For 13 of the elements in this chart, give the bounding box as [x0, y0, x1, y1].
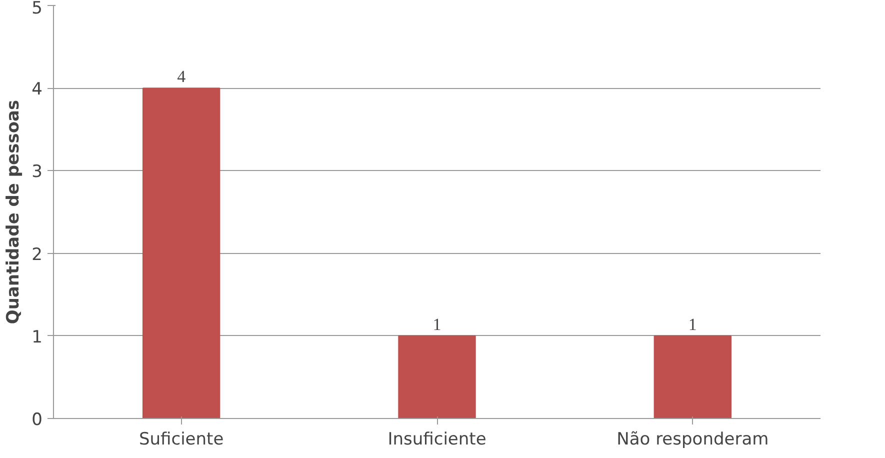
- y-tick-label: 3: [32, 162, 43, 182]
- y-tick-label: 0: [32, 410, 43, 430]
- y-tick-label: 5: [32, 0, 43, 18]
- x-tick-label: Suficiente: [138, 430, 224, 450]
- y-tick-label: 2: [32, 244, 43, 265]
- data-label: 1: [688, 314, 697, 334]
- y-tick-label: 4: [32, 80, 43, 100]
- data-label: 1: [432, 314, 442, 334]
- x-tick-label: Não responderam: [616, 430, 769, 450]
- x-tick-label: Insuficiente: [388, 430, 486, 450]
- y-tick-label: 1: [32, 327, 43, 348]
- y-axis-title: Quantidade de pessoas: [4, 100, 24, 324]
- data-label: 4: [177, 67, 186, 86]
